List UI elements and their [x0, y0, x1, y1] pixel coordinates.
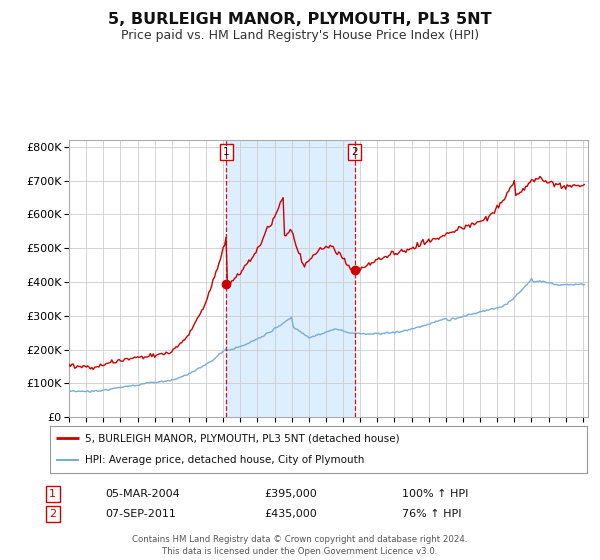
Text: 1: 1: [223, 147, 229, 157]
Text: 76% ↑ HPI: 76% ↑ HPI: [402, 509, 461, 519]
Text: HPI: Average price, detached house, City of Plymouth: HPI: Average price, detached house, City…: [85, 455, 364, 465]
Text: £435,000: £435,000: [264, 509, 317, 519]
Text: 2: 2: [351, 147, 358, 157]
Text: 5, BURLEIGH MANOR, PLYMOUTH, PL3 5NT: 5, BURLEIGH MANOR, PLYMOUTH, PL3 5NT: [108, 12, 492, 27]
Text: 05-MAR-2004: 05-MAR-2004: [105, 489, 180, 499]
Text: 5, BURLEIGH MANOR, PLYMOUTH, PL3 5NT (detached house): 5, BURLEIGH MANOR, PLYMOUTH, PL3 5NT (de…: [85, 433, 400, 444]
Text: 100% ↑ HPI: 100% ↑ HPI: [402, 489, 469, 499]
Text: £395,000: £395,000: [264, 489, 317, 499]
Text: 1: 1: [49, 489, 56, 499]
Bar: [226, 140, 355, 417]
Text: Contains HM Land Registry data © Crown copyright and database right 2024.
This d: Contains HM Land Registry data © Crown c…: [132, 535, 468, 556]
Text: Price paid vs. HM Land Registry's House Price Index (HPI): Price paid vs. HM Land Registry's House …: [121, 29, 479, 42]
Text: 2: 2: [49, 509, 56, 519]
Text: 07-SEP-2011: 07-SEP-2011: [105, 509, 176, 519]
